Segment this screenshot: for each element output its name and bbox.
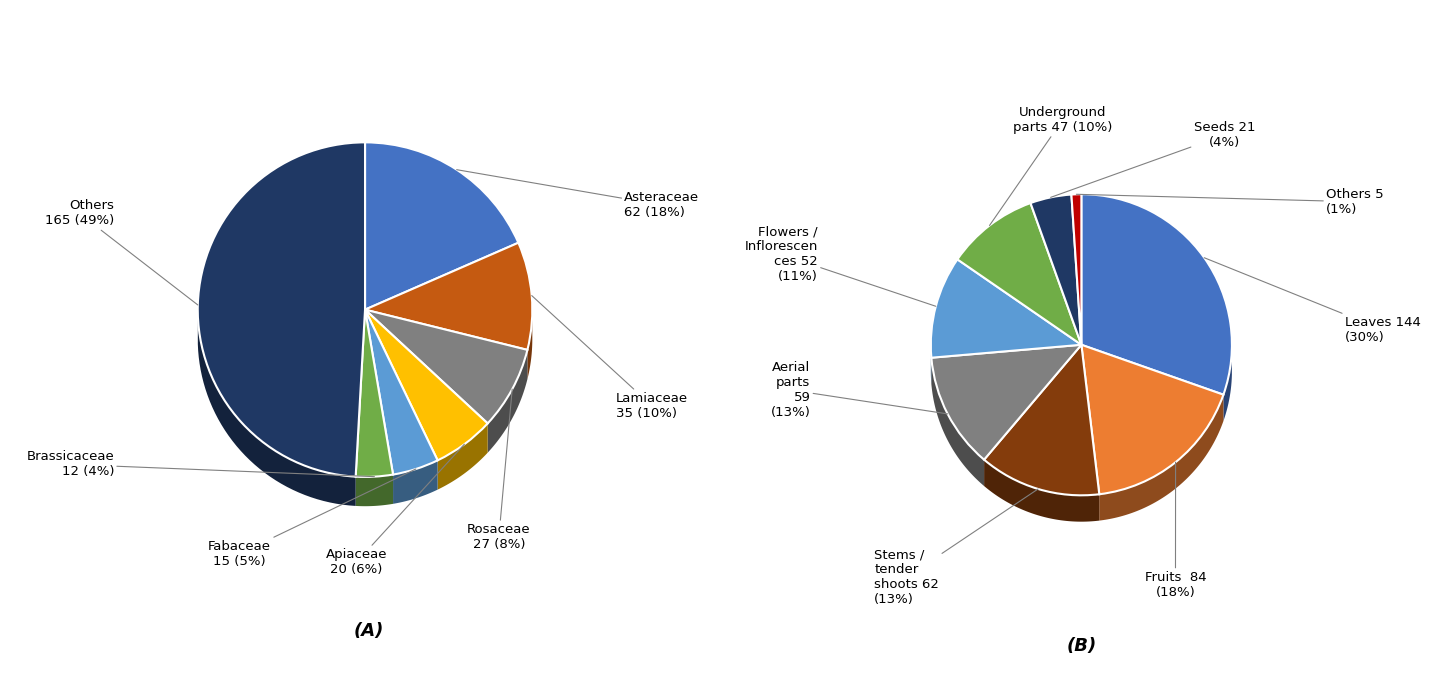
Wedge shape — [931, 259, 1081, 358]
Polygon shape — [527, 310, 532, 379]
Text: Brassicaceae
12 (4%): Brassicaceae 12 (4%) — [26, 450, 374, 478]
Polygon shape — [355, 475, 393, 506]
Text: Apiaceae
20 (6%): Apiaceae 20 (6%) — [327, 444, 464, 576]
Polygon shape — [198, 314, 355, 506]
Text: Asteraceae
62 (18%): Asteraceae 62 (18%) — [457, 170, 699, 219]
Text: Underground
parts 47 (10%): Underground parts 47 (10%) — [990, 106, 1113, 226]
Wedge shape — [1081, 345, 1224, 494]
Text: Fabaceae
15 (5%): Fabaceae 15 (5%) — [208, 469, 416, 567]
Wedge shape — [984, 345, 1100, 495]
Wedge shape — [366, 310, 527, 424]
Wedge shape — [932, 345, 1081, 460]
Polygon shape — [438, 424, 487, 490]
Wedge shape — [366, 143, 519, 310]
Text: Flowers /
Inflorescen
ces 52
(11%): Flowers / Inflorescen ces 52 (11%) — [744, 226, 936, 306]
Wedge shape — [366, 243, 532, 350]
Wedge shape — [355, 310, 393, 477]
Wedge shape — [958, 203, 1081, 345]
Text: Leaves 144
(30%): Leaves 144 (30%) — [1204, 258, 1420, 344]
Text: Lamiaceae
35 (10%): Lamiaceae 35 (10%) — [532, 295, 688, 420]
Title: (B): (B) — [1066, 638, 1097, 655]
Polygon shape — [984, 460, 1100, 522]
Text: Seeds 21
(4%): Seeds 21 (4%) — [1051, 121, 1256, 197]
Text: Rosaceae
27 (8%): Rosaceae 27 (8%) — [467, 389, 530, 551]
Text: Aerial
parts
59
(13%): Aerial parts 59 (13%) — [770, 361, 948, 419]
Wedge shape — [1071, 194, 1081, 345]
Text: Stems /
tender
shoots 62
(13%): Stems / tender shoots 62 (13%) — [874, 489, 1038, 606]
Text: Others 5
(1%): Others 5 (1%) — [1077, 188, 1384, 216]
Wedge shape — [1030, 194, 1081, 345]
Wedge shape — [198, 143, 366, 477]
Polygon shape — [487, 350, 527, 453]
Wedge shape — [366, 310, 487, 460]
Polygon shape — [393, 460, 438, 504]
Title: (A): (A) — [354, 622, 384, 640]
Wedge shape — [366, 310, 438, 475]
Text: Fruits  84
(18%): Fruits 84 (18%) — [1144, 462, 1207, 599]
Text: Others
165 (49%): Others 165 (49%) — [45, 199, 198, 305]
Polygon shape — [1100, 395, 1224, 520]
Polygon shape — [1224, 349, 1233, 421]
Polygon shape — [932, 358, 984, 486]
Wedge shape — [1081, 194, 1233, 395]
